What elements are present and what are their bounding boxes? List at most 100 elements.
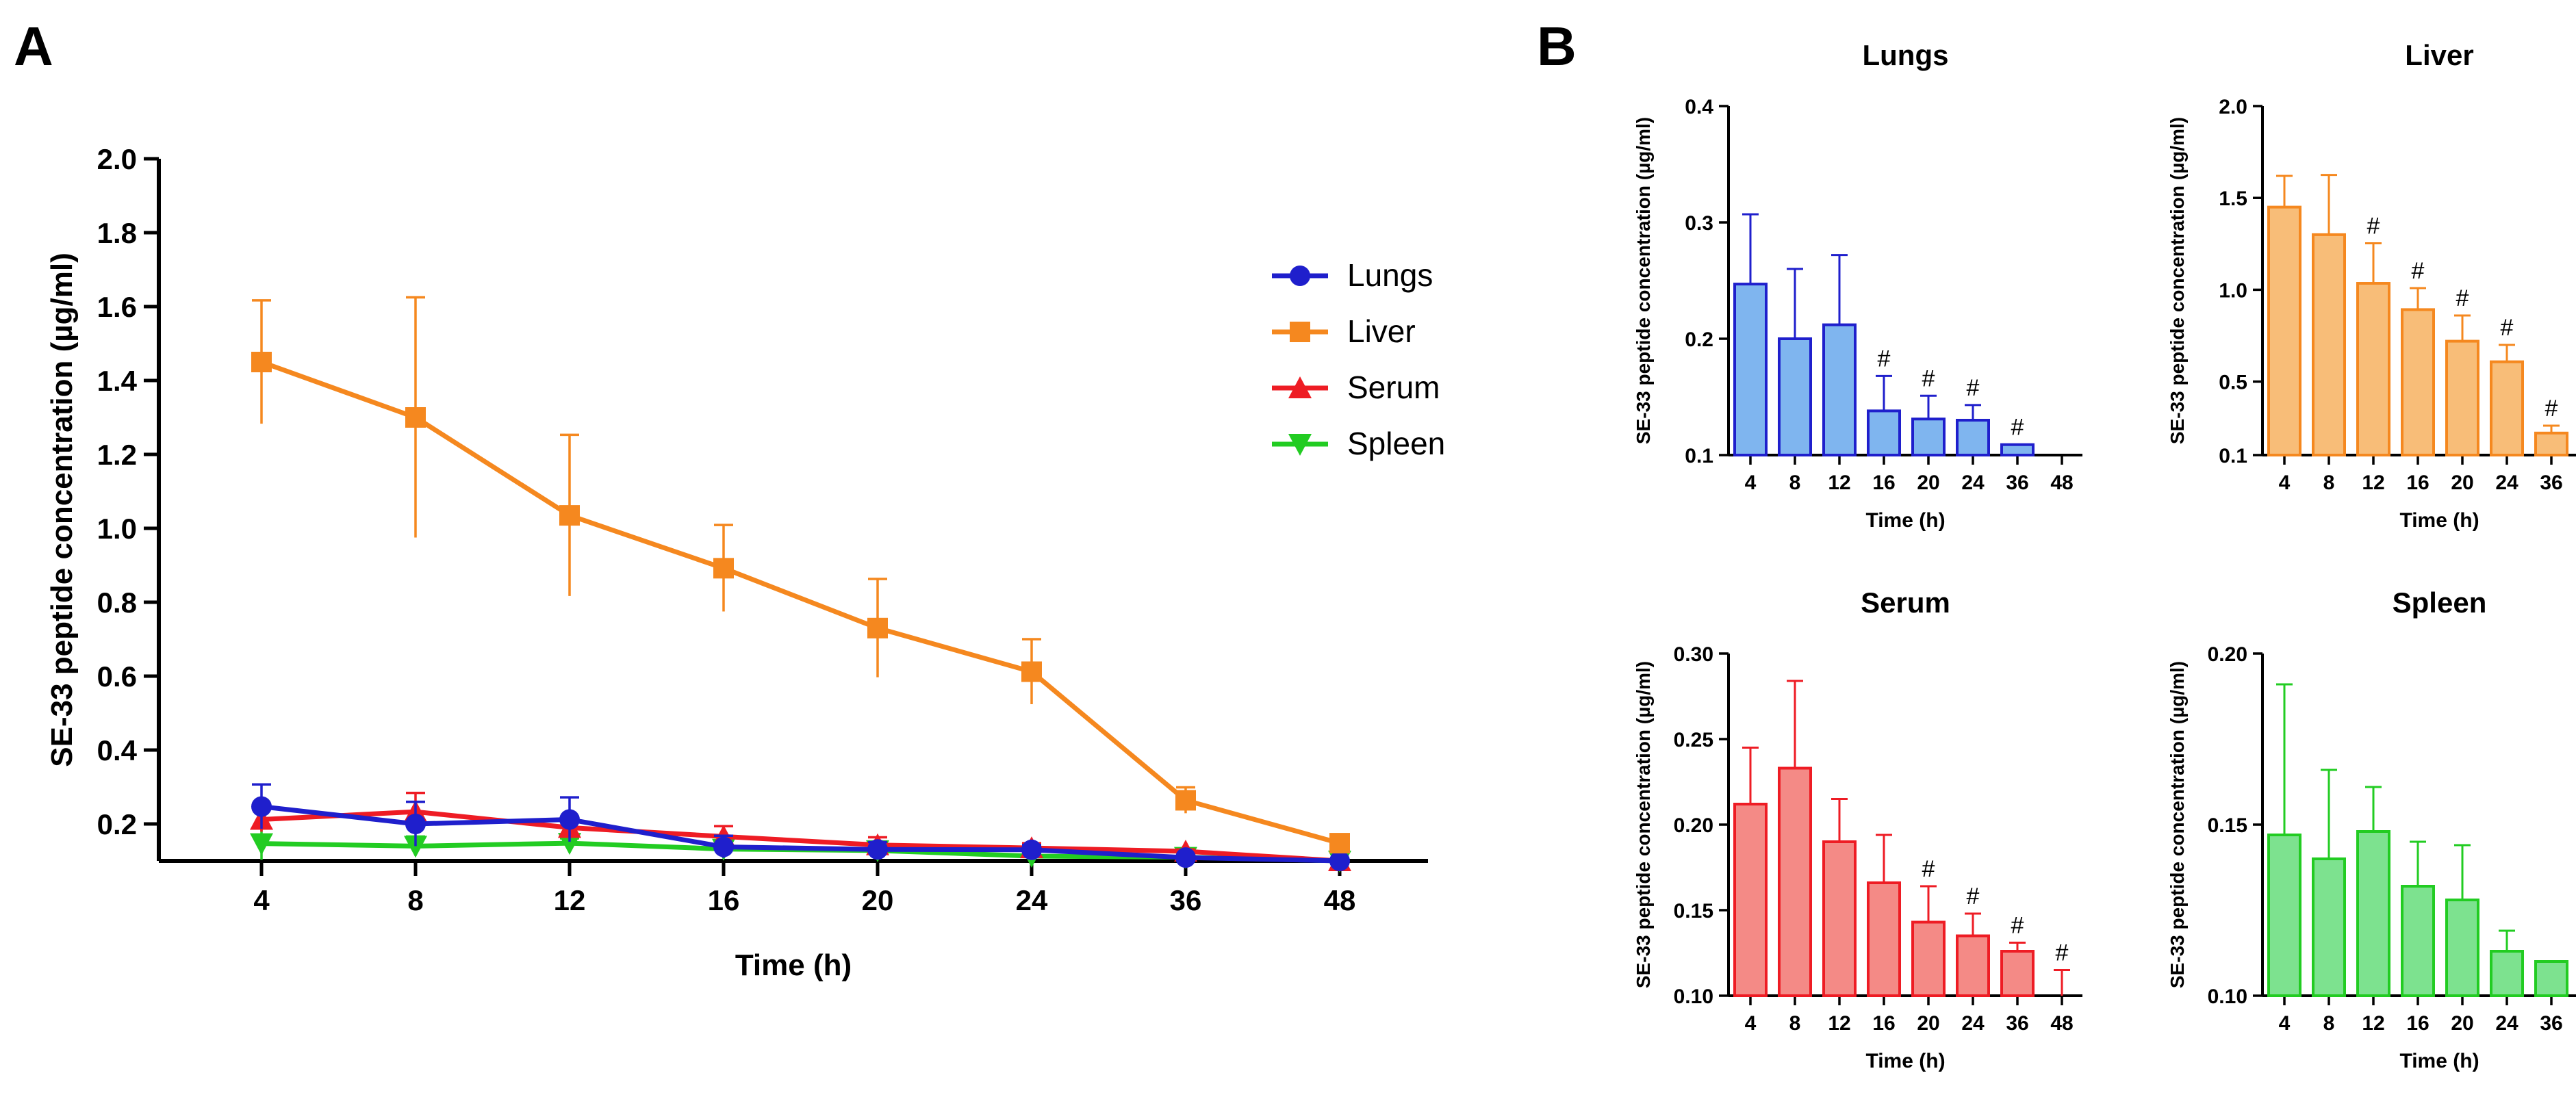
x-tick-label-liver: 20 <box>2451 472 2473 494</box>
bar-liver <box>2312 233 2346 456</box>
y-tick-label-serum: 0.30 <box>1674 643 1713 666</box>
x-tick-label-a: 36 <box>1170 884 1202 916</box>
marker-spleen <box>404 836 427 858</box>
chart-title-serum: Serum <box>1861 586 1950 619</box>
bar-lungs <box>1867 409 1901 457</box>
chart-title-liver: Liver <box>2405 39 2473 71</box>
line-liver <box>260 359 1340 846</box>
x-axis-title-lungs: Time (h) <box>1865 509 1945 532</box>
x-tick-label-lungs: 24 <box>1961 472 1985 494</box>
x-tick-label-lungs: 48 <box>2050 472 2073 494</box>
bar-spleen <box>2312 857 2346 997</box>
x-tick-label-serum: 48 <box>2050 1012 2073 1035</box>
x-tick-label-lungs: 4 <box>1745 472 1757 494</box>
bar-spleen <box>2356 830 2390 997</box>
y-tick-label-lungs: 0.2 <box>1685 328 1713 351</box>
x-tick-label-liver: 8 <box>2323 472 2335 494</box>
marker-lungs <box>1175 847 1196 868</box>
marker-liver <box>867 617 888 638</box>
y-tick-label-liver: 0.1 <box>2219 445 2247 467</box>
x-tick-label-serum: 16 <box>1872 1012 1895 1035</box>
bar-lungs <box>1956 419 1990 456</box>
y-tick-label-a: 1.6 <box>97 291 137 323</box>
significance-mark-lungs: # <box>1922 365 1935 391</box>
y-tick-label-liver: 2.0 <box>2219 96 2247 118</box>
bar-serum <box>2000 950 2035 997</box>
significance-mark-serum: # <box>2011 913 2024 939</box>
x-tick-label-a: 16 <box>708 884 740 916</box>
bar-chart-liver: Liver0.10.51.01.52.048121620243648######… <box>2167 39 2576 532</box>
y-tick-label-a: 1.0 <box>97 513 137 545</box>
bar-liver <box>2401 308 2435 456</box>
x-tick-label-lungs: 12 <box>1828 472 1850 494</box>
x-tick-label-spleen: 4 <box>2279 1012 2291 1035</box>
marker-lungs <box>1329 851 1350 871</box>
marker-spleen <box>558 833 581 855</box>
x-tick-label-serum: 4 <box>1745 1012 1757 1035</box>
y-tick-label-serum: 0.25 <box>1674 729 1713 751</box>
bar-spleen <box>2534 960 2568 997</box>
y-tick-label-serum: 0.10 <box>1674 985 1713 1008</box>
marker-spleen <box>250 833 273 855</box>
x-tick-label-a: 12 <box>554 884 586 916</box>
y-tick-label-a: 0.6 <box>97 660 137 693</box>
significance-mark-liver: # <box>2456 285 2469 311</box>
x-tick-label-lungs: 20 <box>1917 472 1939 494</box>
significance-mark-lungs: # <box>1967 375 1980 401</box>
legend-marker-liver <box>1290 322 1310 342</box>
x-axis-title-liver: Time (h) <box>2399 509 2479 532</box>
y-tick-label-a: 1.2 <box>97 439 137 471</box>
bar-lungs <box>1778 337 1812 456</box>
x-tick-label-a: 20 <box>862 884 894 916</box>
x-tick-label-spleen: 24 <box>2495 1012 2518 1035</box>
marker-lungs <box>405 814 426 834</box>
line-serum <box>261 809 1340 864</box>
y-axis-title-spleen: SE-33 peptide concentration (µg/ml) <box>2167 661 2188 988</box>
marker-lungs <box>867 839 888 860</box>
x-tick-label-liver: 16 <box>2406 472 2429 494</box>
legend-marker-spleen <box>1288 434 1312 456</box>
marker-lungs <box>1021 839 1042 860</box>
bar-spleen <box>2490 950 2524 997</box>
x-axis-title-spleen: Time (h) <box>2399 1050 2479 1072</box>
x-tick-label-lungs: 36 <box>2006 472 2028 494</box>
legend-label-liver: Liver <box>1347 313 1416 349</box>
y-tick-label-a: 0.8 <box>97 586 137 619</box>
panel-label-b: B <box>1537 16 1577 77</box>
y-tick-label-a: 1.8 <box>97 217 137 249</box>
y-tick-label-liver: 1.0 <box>2219 279 2247 302</box>
x-tick-label-serum: 36 <box>2006 1012 2028 1035</box>
significance-mark-serum: # <box>1967 883 1980 909</box>
bar-spleen <box>2267 834 2301 997</box>
y-tick-label-serum: 0.20 <box>1674 814 1713 837</box>
y-axis-title-serum: SE-33 peptide concentration (µg/ml) <box>1633 661 1654 988</box>
x-axis-title-a: Time (h) <box>735 948 852 982</box>
x-tick-label-lungs: 8 <box>1789 472 1801 494</box>
chart-title-spleen: Spleen <box>2393 586 2487 619</box>
marker-lungs <box>559 809 580 830</box>
y-tick-label-spleen: 0.15 <box>2208 814 2247 837</box>
y-tick-label-a: 0.2 <box>97 808 137 840</box>
significance-mark-serum: # <box>2056 940 2069 966</box>
marker-liver <box>1329 833 1350 854</box>
bar-liver <box>2490 360 2524 456</box>
bar-lungs <box>1733 283 1768 456</box>
x-tick-label-a: 4 <box>253 884 270 916</box>
x-tick-label-serum: 12 <box>1828 1012 1850 1035</box>
y-tick-label-lungs: 0.3 <box>1685 212 1713 235</box>
x-tick-label-lungs: 16 <box>1872 472 1895 494</box>
bar-spleen <box>2401 885 2435 997</box>
bar-serum <box>1733 803 1768 997</box>
bar-serum <box>1867 881 1901 997</box>
bar-lungs <box>1822 323 1857 456</box>
bar-liver <box>2267 205 2301 456</box>
y-tick-label-a: 1.4 <box>97 365 138 397</box>
bar-liver <box>2356 282 2390 456</box>
legend-label-serum: Serum <box>1347 370 1440 405</box>
x-tick-label-liver: 36 <box>2540 472 2562 494</box>
significance-mark-serum: # <box>1922 856 1935 882</box>
significance-mark-lungs: # <box>2011 415 2024 441</box>
marker-liver <box>251 352 272 372</box>
